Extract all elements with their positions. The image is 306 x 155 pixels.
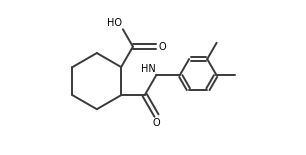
Text: O: O — [158, 42, 166, 52]
Text: HN: HN — [141, 64, 155, 74]
Text: O: O — [153, 118, 160, 128]
Text: HO: HO — [107, 18, 122, 28]
